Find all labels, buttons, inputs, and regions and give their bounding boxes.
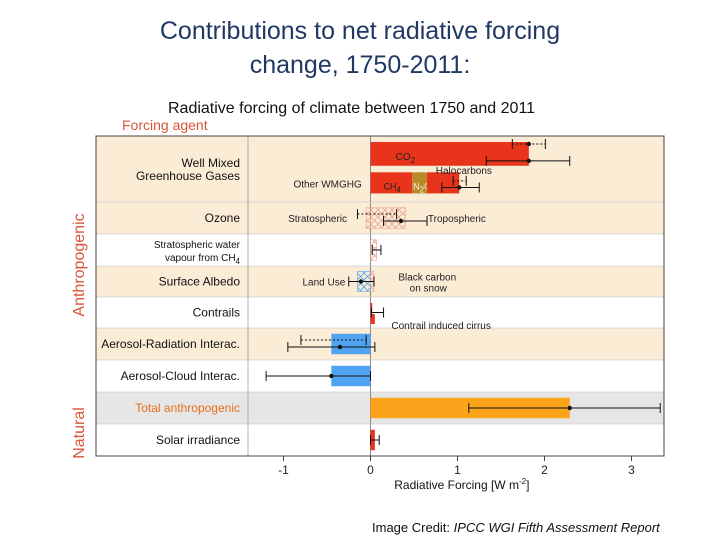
- forcing-bar: [331, 333, 371, 355]
- group-label-anthropogenic: Anthropogenic: [71, 213, 88, 316]
- bar-label: CH4: [384, 181, 402, 194]
- bar-label: Contrail induced cirrus: [391, 321, 491, 332]
- row-label: Contrails: [193, 306, 240, 320]
- row-label-line2: Greenhouse Gases: [136, 169, 240, 183]
- row-band: [96, 266, 664, 297]
- row-band: [96, 360, 664, 392]
- row-label: Solar irradiance: [156, 433, 240, 447]
- chart-title: Radiative forcing of climate between 175…: [168, 100, 535, 117]
- central-estimate-point: [337, 344, 343, 350]
- forcing-bar: [370, 142, 529, 166]
- row-label: Well Mixed: [182, 156, 240, 170]
- forcing-agent-label: Forcing agent: [122, 117, 208, 133]
- credit-prefix: Image Credit:: [372, 520, 454, 535]
- central-estimate-point: [358, 279, 364, 284]
- slide-title-line-2: change, 1750-2011:: [249, 51, 471, 79]
- x-tick-label: 3: [628, 463, 635, 477]
- central-estimate-point: [526, 158, 532, 164]
- central-estimate-point: [567, 405, 572, 411]
- x-tick-label: 1: [454, 463, 461, 477]
- image-credit: Image Credit: IPCC WGI Fifth Assessment …: [372, 520, 660, 535]
- side-label: Other WMGHG: [293, 179, 362, 190]
- forcing-bar: [412, 172, 428, 194]
- forcing-bar: [370, 172, 413, 194]
- central-estimate-point: [457, 185, 462, 190]
- row-label: Ozone: [205, 211, 241, 225]
- forcing-bar: [427, 172, 460, 194]
- row-band: [96, 424, 664, 456]
- row-label: Aerosol-Radiation Interac.: [101, 337, 240, 351]
- bar-label: Tropospheric: [428, 214, 486, 225]
- forcing-bar: [365, 207, 371, 229]
- bar-label: Black carbon: [398, 273, 456, 284]
- forcing-bar: [370, 314, 375, 324]
- bar-label: Stratospheric: [288, 214, 347, 225]
- central-estimate-point: [398, 218, 404, 224]
- bar-label: Land Use: [302, 278, 345, 289]
- row-label: Aerosol-Cloud Interac.: [121, 369, 240, 383]
- row-label: Surface Albedo: [159, 275, 241, 289]
- slide-title-line-1: Contributions to net radiative forcing: [159, 17, 561, 45]
- slide-title: Contributions to net radiative forcing c…: [0, 14, 720, 82]
- row-label-line2: vapour from CH4: [165, 253, 241, 266]
- row-band: [96, 328, 664, 360]
- central-estimate-point: [329, 373, 334, 379]
- bar-label: Halocarbons: [436, 166, 492, 177]
- group-label-natural: Natural: [71, 407, 88, 459]
- x-tick-label: 2: [541, 463, 548, 477]
- x-tick-label: -1: [278, 463, 289, 477]
- central-estimate-point: [526, 141, 532, 147]
- row-label: Total anthropogenic: [135, 401, 240, 415]
- plot-frame: [95, 135, 665, 457]
- x-tick-label: 0: [367, 463, 374, 477]
- credit-source: IPCC WGI Fifth Assessment Report: [453, 520, 660, 535]
- row-label: Stratospheric water: [154, 240, 241, 251]
- x-axis-label: Radiative Forcing [W m-2]: [394, 477, 529, 492]
- bar-label-line2: on snow: [410, 284, 448, 295]
- forcing-bar: [370, 207, 406, 229]
- bar-label: CO2: [396, 152, 416, 165]
